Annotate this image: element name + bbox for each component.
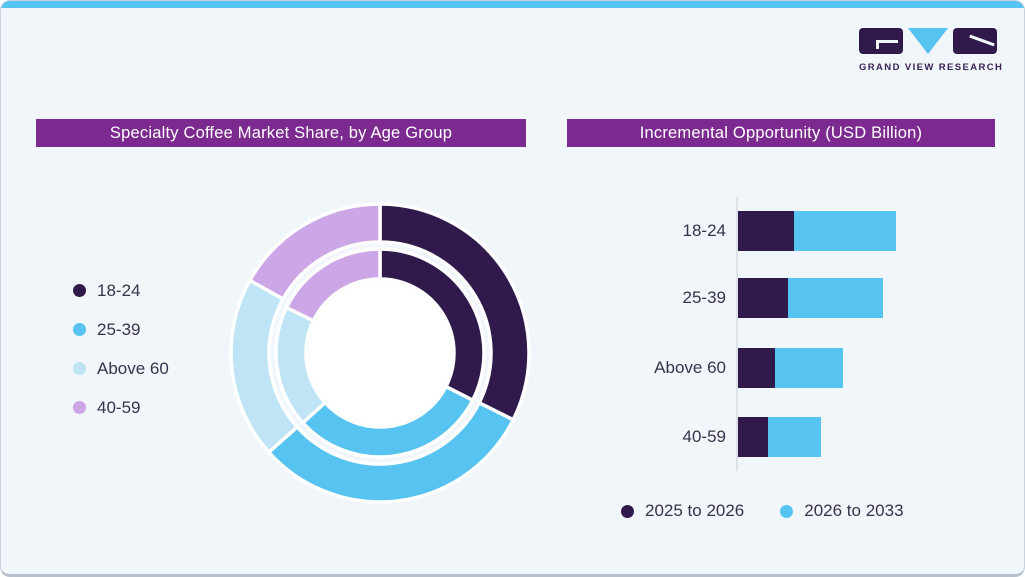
logo-g-icon (859, 28, 903, 54)
bar-row: Above 60 (641, 348, 1011, 388)
donut-chart (225, 198, 535, 508)
bar-row: 25-39 (641, 278, 1011, 318)
bar-chart-title: Incremental Opportunity (USD Billion) (567, 119, 995, 147)
legend-item: 18-24 (73, 271, 169, 310)
legend-item: Above 60 (73, 349, 169, 388)
bar-row: 40-59 (641, 417, 1011, 457)
legend-label: Above 60 (97, 358, 169, 378)
bar-category-label: 40-59 (682, 427, 726, 446)
bar-segment-2025-to-2026 (738, 348, 775, 388)
brand-name: GRAND VIEW RESEARCH (859, 62, 1004, 73)
bar-segment-2026-to-2033 (794, 211, 896, 251)
bar-axis-line (736, 197, 738, 471)
donut-svg (229, 202, 531, 504)
gvr-logo: GRAND VIEW RESEARCH (859, 28, 1005, 74)
bar-segment-2025-to-2026 (738, 211, 794, 251)
bar-category-label: Above 60 (654, 358, 726, 377)
legend-label: 25-39 (97, 319, 141, 339)
legend-item: 2026 to 2033 (780, 499, 904, 523)
logo-v-icon (908, 28, 948, 54)
gvr-logo-mark (859, 28, 1005, 55)
legend-swatch-icon (780, 504, 794, 518)
donut-hole (308, 281, 452, 425)
bar-category-label: 18-24 (682, 221, 726, 240)
bar-chart: 18-24 25-39 Above 60 40-59 (641, 197, 1011, 472)
legend-label: 18-24 (97, 280, 141, 300)
legend-label: 2025 to 2026 (645, 501, 745, 520)
legend-swatch-icon (73, 323, 86, 336)
legend-item: 40-59 (73, 388, 169, 427)
legend-item: 2025 to 2026 (621, 499, 744, 523)
bar-segment-2026-to-2033 (788, 278, 883, 318)
card-top-accent (1, 1, 1024, 8)
donut-segment-inner-40-59 (284, 247, 382, 323)
bar-segment-2025-to-2026 (738, 417, 768, 457)
bar-segment-2026-to-2033 (775, 348, 843, 388)
donut-segment-outer-40-59 (248, 202, 382, 301)
legend-label: 2026 to 2033 (804, 501, 904, 520)
legend-swatch-icon (73, 284, 86, 297)
legend-swatch-icon (73, 401, 86, 414)
bar-stack (738, 211, 896, 251)
legend-label: 40-59 (97, 397, 141, 417)
logo-r-icon (953, 28, 997, 54)
legend-item: 25-39 (73, 310, 169, 349)
bar-stack (738, 348, 843, 388)
donut-legend: 18-24 25-39 Above 60 40-59 (73, 271, 169, 427)
legend-swatch-icon (73, 362, 86, 375)
bar-segment-2026-to-2033 (768, 417, 821, 457)
bar-legend: 2025 to 2026 2026 to 2033 (621, 499, 904, 523)
donut-chart-title: Specialty Coffee Market Share, by Age Gr… (36, 119, 526, 147)
bar-row: 18-24 (641, 211, 1011, 251)
bar-stack (738, 278, 883, 318)
legend-swatch-icon (621, 504, 634, 518)
bar-category-label: 25-39 (682, 288, 726, 307)
bar-stack (738, 417, 821, 457)
bar-segment-2025-to-2026 (738, 278, 788, 318)
